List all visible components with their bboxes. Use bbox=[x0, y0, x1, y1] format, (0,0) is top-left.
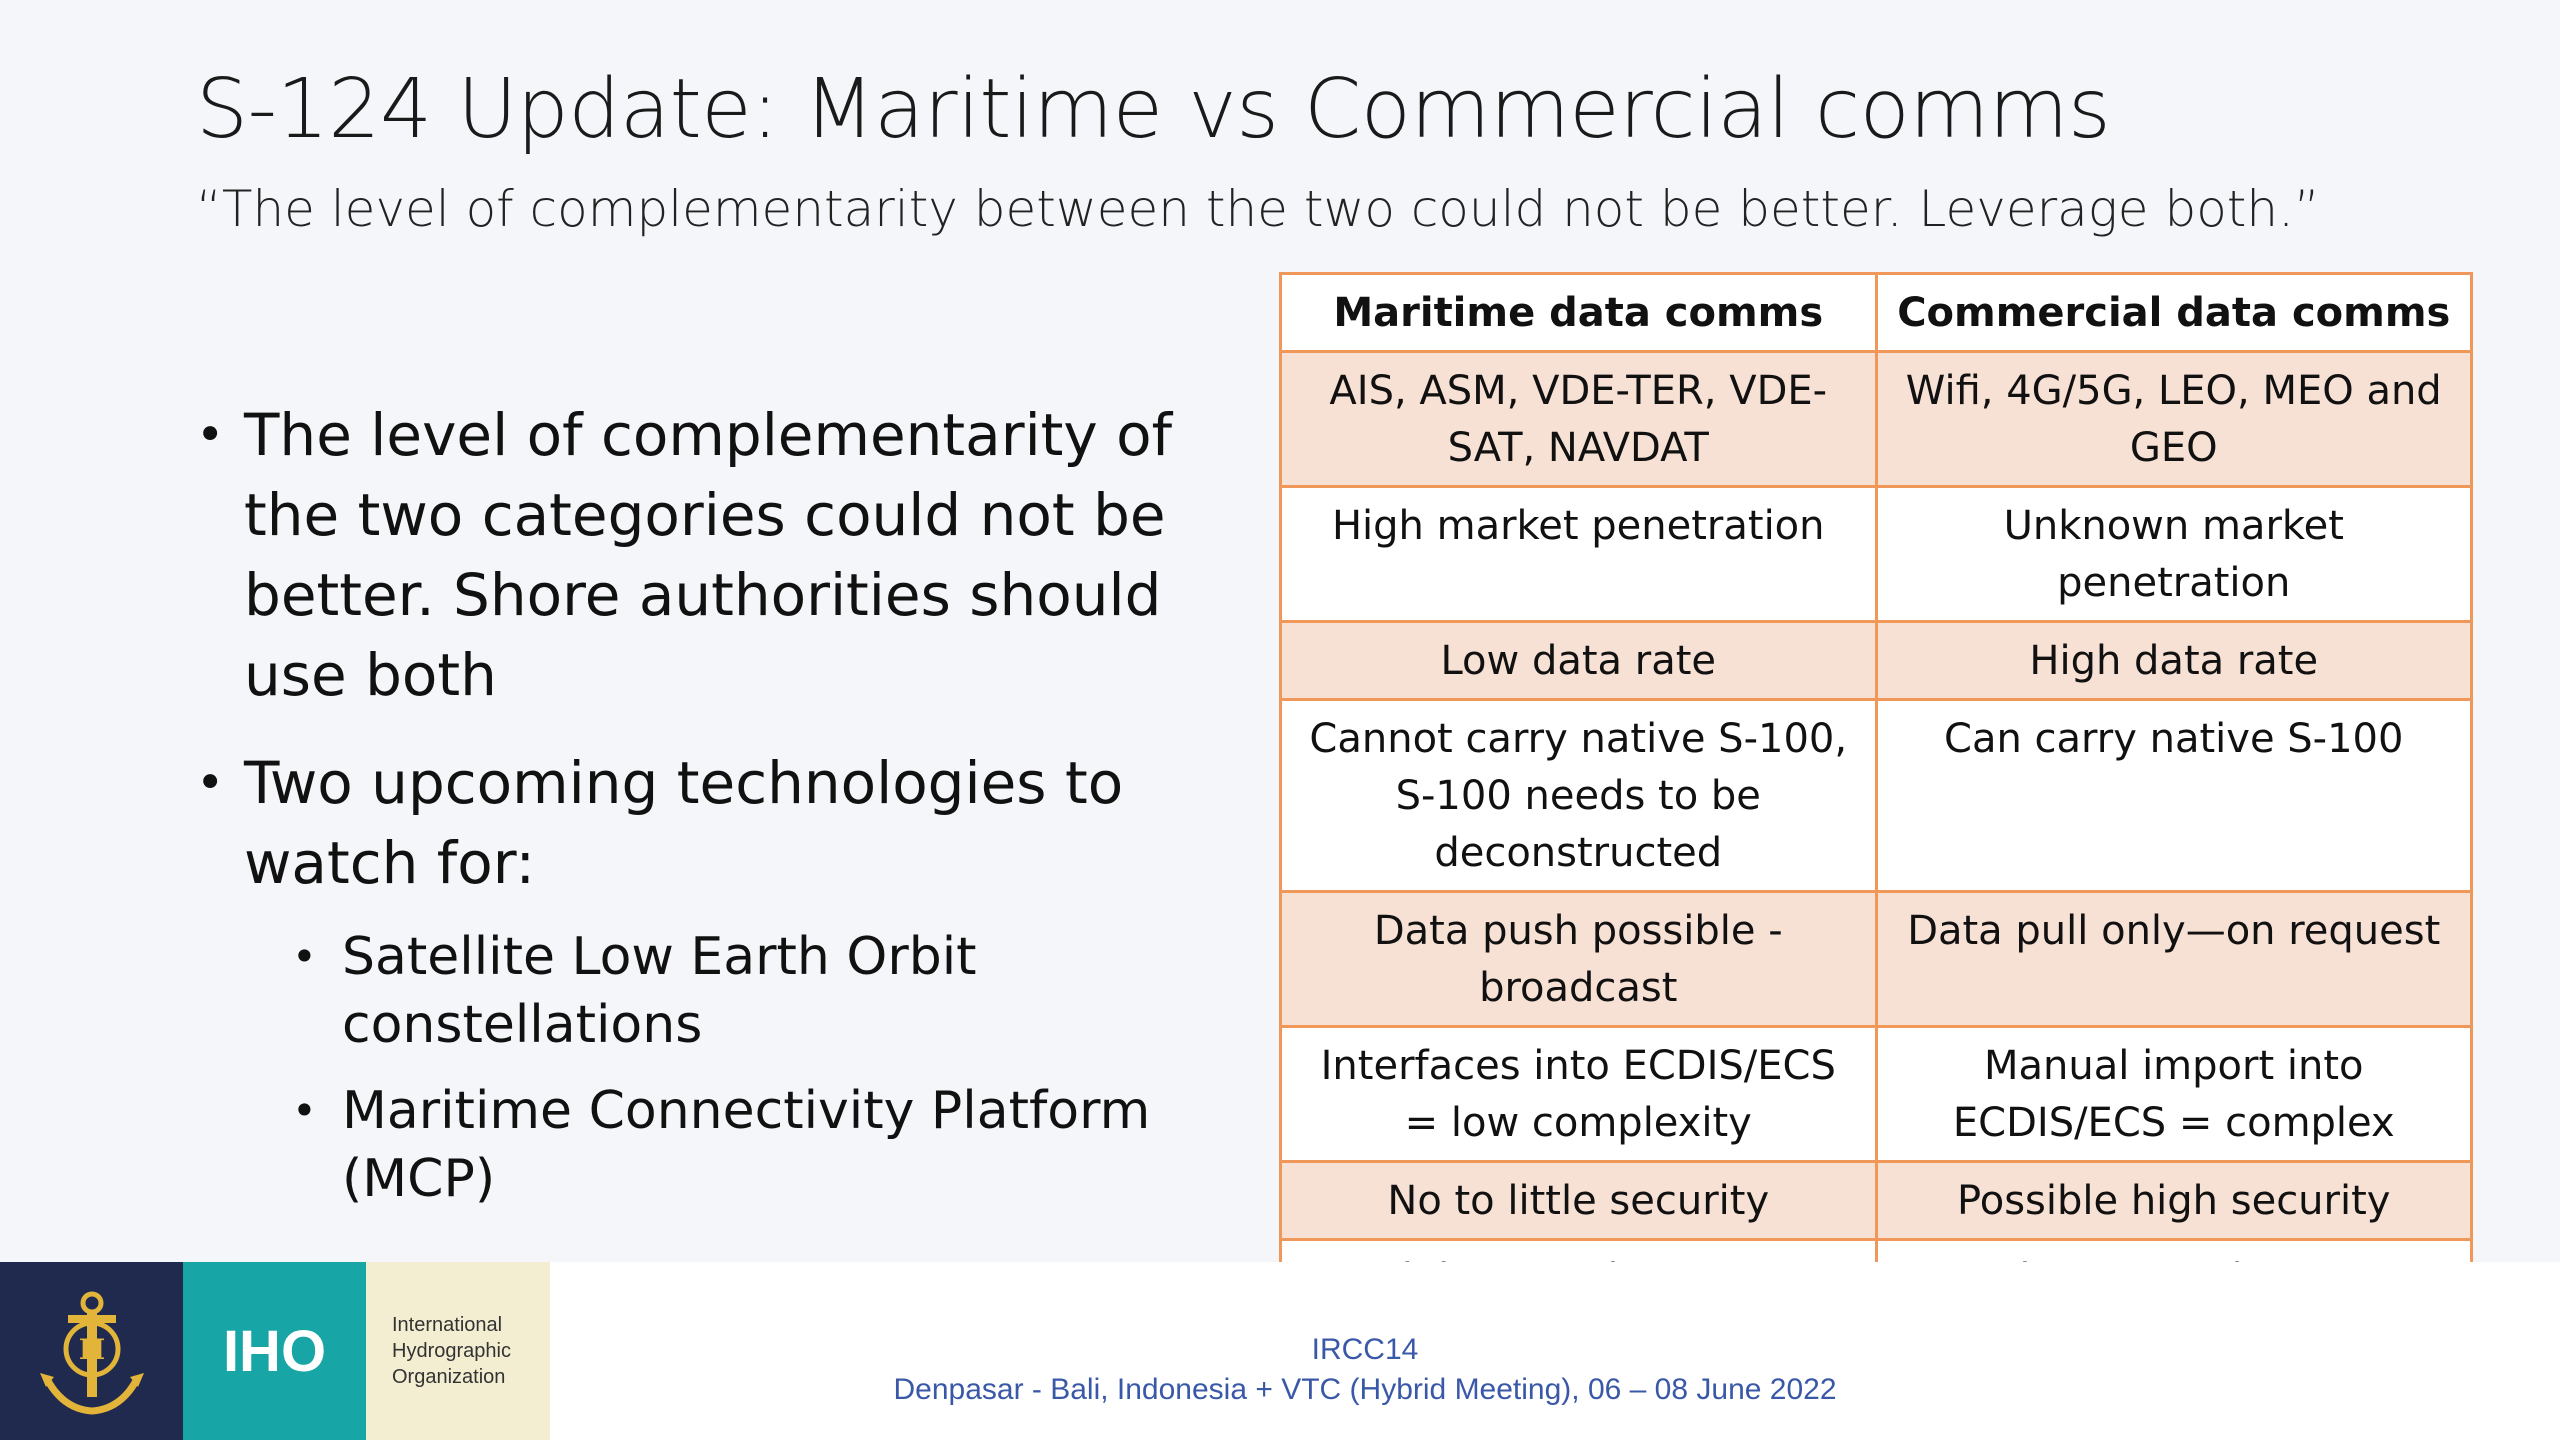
table-row: High market penetration Unknown market p… bbox=[1279, 485, 2473, 623]
org-name-line: Hydrographic bbox=[392, 1340, 511, 1362]
comparison-table: Maritime data comms Commercial data comm… bbox=[1279, 272, 2473, 1319]
table-cell: Unknown market penetration bbox=[1874, 485, 2473, 623]
slide-subtitle: “The level of complementarity between th… bbox=[196, 180, 2320, 238]
svg-text:H: H bbox=[78, 1333, 104, 1366]
bullet-dot-icon: • bbox=[196, 407, 225, 463]
sub-bullet-list: • Satellite Low Earth Orbit constellatio… bbox=[292, 923, 1196, 1213]
sub-bullet-text: Satellite Low Earth Orbit constellations bbox=[342, 927, 977, 1055]
org-name-line: International bbox=[392, 1314, 503, 1336]
table-cell: Possible high security bbox=[1874, 1160, 2473, 1241]
event-name: IRCC14 bbox=[1311, 1333, 1419, 1366]
header-maritime: Maritime data comms bbox=[1279, 272, 1878, 353]
bullet-item: • Two upcoming technologies to watch for… bbox=[196, 743, 1196, 903]
bullet-list: • The level of complementarity of the tw… bbox=[196, 395, 1196, 1231]
iho-logo-text: IHO bbox=[183, 1262, 366, 1440]
table-cell: Low data rate bbox=[1279, 620, 1878, 701]
sub-bullet-dot-icon: • bbox=[292, 1086, 317, 1135]
table-cell: Can carry native S-100 bbox=[1874, 698, 2473, 893]
table-row: No to little security Possible high secu… bbox=[1279, 1160, 2473, 1241]
iho-emblem: H bbox=[0, 1262, 183, 1440]
table-header-row: Maritime data comms Commercial data comm… bbox=[1279, 272, 2473, 353]
table-cell: Manual import into ECDIS/ECS = complex bbox=[1874, 1025, 2473, 1163]
table-cell: No to little security bbox=[1279, 1160, 1878, 1241]
sub-bullet-item: • Maritime Connectivity Platform (MCP) bbox=[292, 1077, 1196, 1213]
bullet-item: • The level of complementarity of the tw… bbox=[196, 395, 1196, 715]
table-row: Low data rate High data rate bbox=[1279, 620, 2473, 701]
table-cell: Wifi, 4G/5G, LEO, MEO and GEO bbox=[1874, 350, 2473, 488]
table-cell: Cannot carry native S-100, S-100 needs t… bbox=[1279, 698, 1878, 893]
table-cell: High data rate bbox=[1874, 620, 2473, 701]
header-commercial: Commercial data comms bbox=[1874, 272, 2473, 353]
table-row: Cannot carry native S-100, S-100 needs t… bbox=[1279, 698, 2473, 893]
org-name-line: Organization bbox=[392, 1366, 506, 1388]
table-cell: AIS, ASM, VDE-TER, VDE-SAT, NAVDAT bbox=[1279, 350, 1878, 488]
table-cell: High market penetration bbox=[1279, 485, 1878, 623]
table-row: Interfaces into ECDIS/ECS = low complexi… bbox=[1279, 1025, 2473, 1163]
bullet-text: The level of complementarity of the two … bbox=[244, 401, 1173, 709]
table-row: Data push possible - broadcast Data pull… bbox=[1279, 890, 2473, 1028]
table-cell: Interfaces into ECDIS/ECS = low complexi… bbox=[1279, 1025, 1878, 1163]
table-cell: Data push possible - broadcast bbox=[1279, 890, 1878, 1028]
sub-bullet-text: Maritime Connectivity Platform (MCP) bbox=[342, 1081, 1151, 1209]
event-location: Denpasar - Bali, Indonesia + VTC (Hybrid… bbox=[893, 1373, 1837, 1406]
table-cell: Data pull only—on request bbox=[1874, 890, 2473, 1028]
slide-title: S-124 Update: Maritime vs Commercial com… bbox=[196, 62, 2111, 157]
organization-name: International Hydrographic Organization bbox=[366, 1262, 550, 1440]
sub-bullet-dot-icon: • bbox=[292, 932, 317, 981]
anchor-emblem-icon: H bbox=[39, 1291, 144, 1415]
sub-bullet-item: • Satellite Low Earth Orbit constellatio… bbox=[292, 923, 1196, 1059]
table-row: AIS, ASM, VDE-TER, VDE-SAT, NAVDAT Wifi,… bbox=[1279, 350, 2473, 488]
bullet-text: Two upcoming technologies to watch for: bbox=[244, 749, 1124, 897]
bullet-dot-icon: • bbox=[196, 755, 225, 811]
footer-caption: IRCC14 Denpasar - Bali, Indonesia + VTC … bbox=[800, 1330, 1930, 1410]
